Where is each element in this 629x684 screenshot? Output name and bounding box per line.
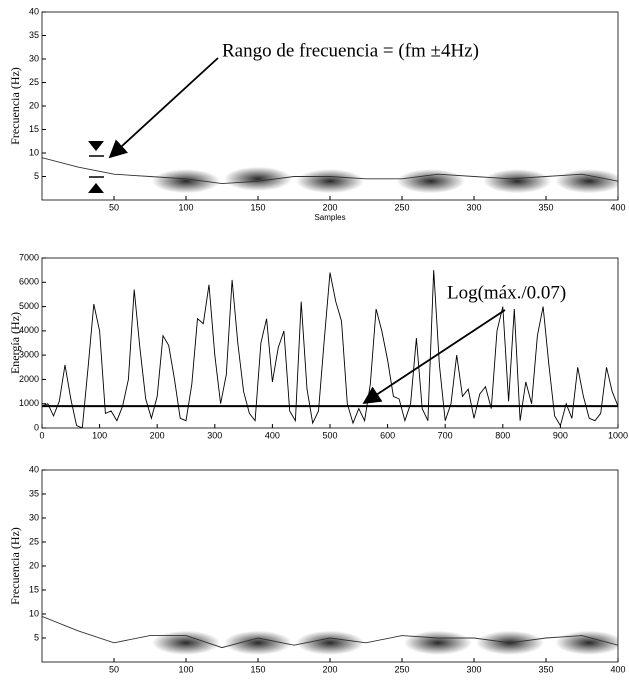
y-tick-label: 15: [29, 124, 39, 134]
y-tick-label: 1000: [19, 398, 39, 408]
annotation: Log(máx./0.07): [447, 282, 566, 303]
x-tick-label: 800: [495, 430, 510, 440]
y-tick-label: 10: [29, 147, 39, 157]
energy-hotspot: [555, 630, 618, 655]
energy-hotspot: [152, 169, 220, 194]
x-tick-label: 200: [322, 202, 337, 212]
y-tick-label: 30: [29, 512, 39, 522]
plot-content: [42, 270, 618, 428]
annotation-arrow: [108, 57, 219, 159]
x-tick-label: 600: [380, 430, 395, 440]
y-axis-label: Energía (Hz): [8, 312, 22, 374]
y-tick-label: 35: [29, 488, 39, 498]
y-tick-label: 20: [29, 100, 39, 110]
energy-hotspot: [483, 169, 552, 194]
x-tick-label: 200: [322, 664, 337, 674]
series-line: [42, 270, 618, 428]
series-line: [42, 157, 618, 185]
x-tick-label: 400: [265, 430, 280, 440]
energy-hotspot: [296, 169, 364, 194]
x-tick-label: 400: [610, 664, 625, 674]
x-tick-label: 100: [178, 202, 193, 212]
x-tick-label: 300: [466, 202, 481, 212]
y-tick-label: 25: [29, 77, 39, 87]
y-tick-label: 15: [29, 584, 39, 594]
range-marker-bottom: [88, 183, 104, 193]
y-tick-label: 40: [29, 6, 39, 16]
y-tick-label: 40: [29, 464, 39, 474]
plot-content: [42, 615, 618, 655]
x-tick-label: 250: [394, 202, 409, 212]
y-tick-label: 35: [29, 30, 39, 40]
x-tick-label: 50: [109, 664, 119, 674]
x-tick-label: 250: [394, 664, 409, 674]
y-tick-label: 6000: [19, 277, 39, 287]
panel: 5 10 15 20 25 30 35 40 50 100 150 200 250 300 350 400 Fr…: [8, 6, 626, 222]
x-tick-label: 300: [207, 430, 222, 440]
y-tick-label: 0: [34, 422, 39, 432]
y-tick-label: 3000: [19, 350, 39, 360]
plot-area: [42, 12, 618, 200]
y-tick-label: 20: [29, 560, 39, 570]
plot-area: [42, 258, 618, 428]
x-tick-label: 150: [250, 664, 265, 674]
panel: 5 10 15 20 25 30 35 40 50 100 150 200 250 300 350 400 Fr…: [8, 464, 626, 674]
x-tick-label: 350: [538, 664, 553, 674]
plot-content: [42, 157, 618, 194]
y-tick-label: 5000: [19, 301, 39, 311]
annotation-arrow: [362, 309, 506, 404]
x-tick-label: 50: [109, 202, 119, 212]
x-tick-label: 900: [553, 430, 568, 440]
x-tick-label: 350: [538, 202, 553, 212]
x-axis-label: Samples: [314, 213, 345, 222]
x-tick-label: 100: [178, 664, 193, 674]
series-line: [42, 615, 618, 649]
x-tick-label: 100: [92, 430, 107, 440]
x-tick-label: 700: [438, 430, 453, 440]
x-tick-label: 1000: [608, 430, 628, 440]
x-tick-label: 150: [250, 202, 265, 212]
x-tick-label: 500: [322, 430, 337, 440]
x-tick-label: 0: [39, 430, 44, 440]
y-tick-label: 10: [29, 608, 39, 618]
y-tick-label: 7000: [19, 252, 39, 262]
annotation: Rango de frecuencia = (fm ±4Hz): [222, 40, 479, 61]
y-axis-label: Frecuencia (Hz): [8, 527, 22, 605]
energy-hotspot: [152, 630, 220, 655]
y-axis-label: Frecuencia (Hz): [8, 67, 22, 145]
y-tick-label: 5: [34, 171, 39, 181]
energy-hotspot: [555, 169, 618, 194]
y-tick-label: 30: [29, 53, 39, 63]
y-tick-label: 5: [34, 632, 39, 642]
panel: 0 1000 2000 3000 4000 5000 6000 7000 0 100 200 300 4…: [8, 252, 628, 440]
x-tick-label: 200: [150, 430, 165, 440]
x-tick-label: 400: [610, 202, 625, 212]
energy-hotspot: [296, 630, 364, 655]
y-tick-label: 4000: [19, 325, 39, 335]
energy-hotspot: [404, 630, 472, 655]
energy-hotspot: [396, 169, 465, 194]
range-marker-top: [88, 141, 104, 151]
y-tick-label: 25: [29, 536, 39, 546]
x-tick-label: 300: [466, 664, 481, 674]
y-tick-label: 2000: [19, 374, 39, 384]
plot-area: [42, 470, 618, 662]
energy-hotspot: [224, 166, 292, 191]
energy-hotspot: [224, 630, 292, 655]
